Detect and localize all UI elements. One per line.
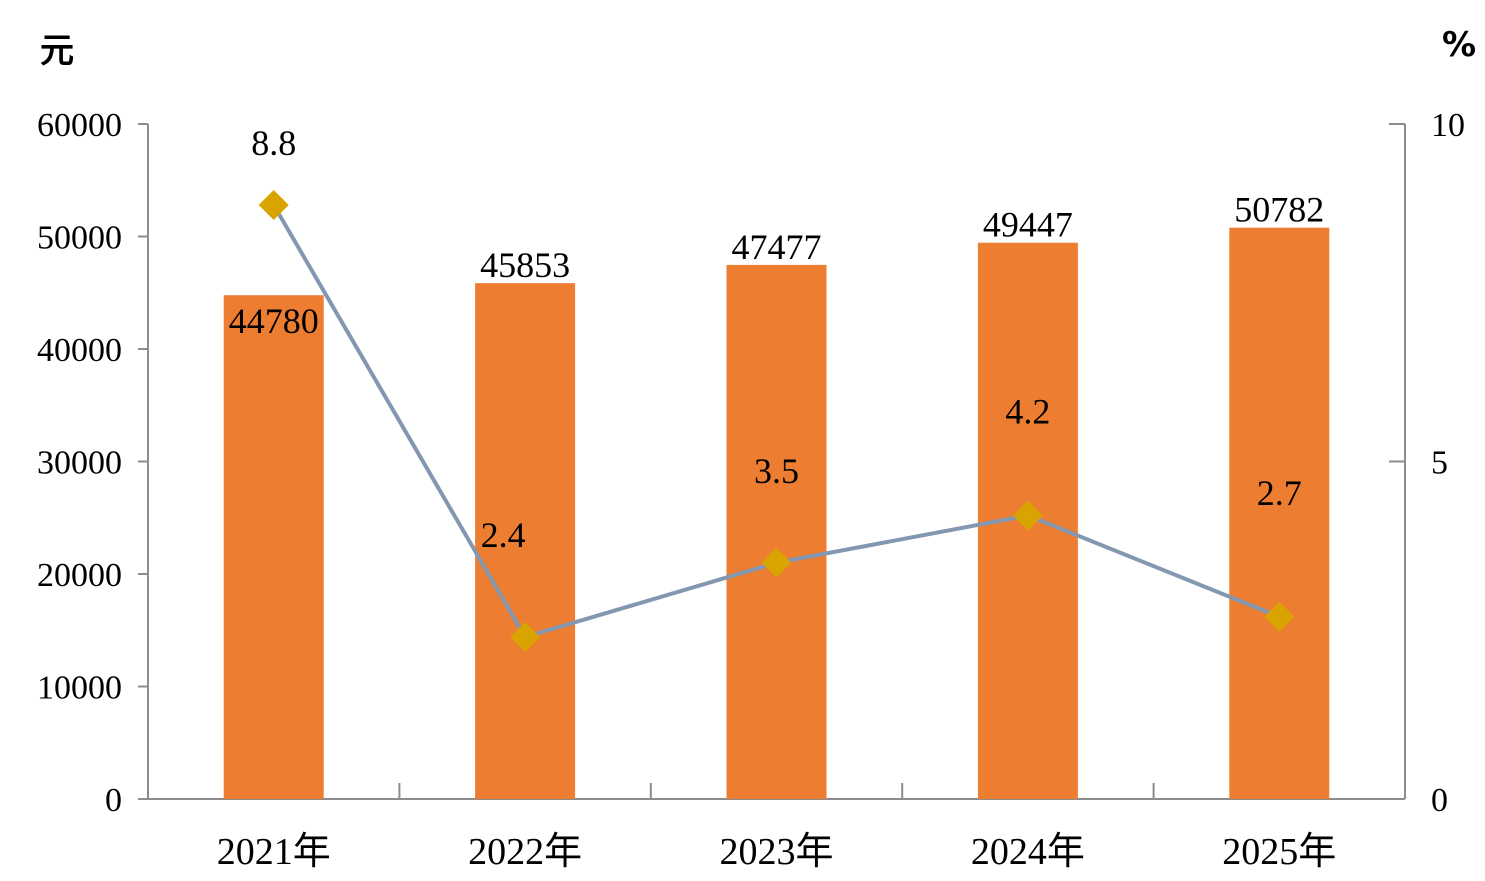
right-axis-tick-label: 0 xyxy=(1431,782,1448,819)
left-axis-unit: 元 xyxy=(40,31,74,71)
axes: 0 10000 20000 30000 40000 50000 60000 0 5 10 2021年… xyxy=(37,107,1465,873)
right-axis-unit: % xyxy=(1442,25,1476,65)
line-point-marker xyxy=(1264,601,1295,632)
line-point-marker xyxy=(1012,500,1043,531)
bar-value-label: 50782 xyxy=(1234,190,1324,230)
x-axis-category-label: 2024年 xyxy=(971,831,1085,873)
line-value-label: 2.4 xyxy=(481,515,526,555)
bar xyxy=(1229,227,1330,799)
bar-value-label: 45853 xyxy=(480,245,570,285)
line-series xyxy=(258,190,1295,652)
left-axis-tick-label: 50000 xyxy=(37,220,122,257)
bar-value-label: 44780 xyxy=(229,301,319,341)
bar-value-label: 47477 xyxy=(732,227,822,267)
line-value-label: 3.5 xyxy=(754,451,799,491)
bar xyxy=(223,295,324,799)
x-axis-category-label: 2025年 xyxy=(1222,831,1336,873)
left-axis-tick-label: 60000 xyxy=(37,107,122,144)
data-labels: 44780 45853 47477 49447 50782 8.8 2.4 3.5 4.2 2.7 xyxy=(229,123,1325,555)
x-axis-category-label: 2022年 xyxy=(468,831,582,873)
x-axis-category-label: 2021年 xyxy=(217,831,331,873)
x-axis-category-label: 2023年 xyxy=(719,831,833,873)
line-point-marker xyxy=(761,547,792,578)
left-axis-tick-label: 20000 xyxy=(37,557,122,594)
bar-series xyxy=(223,227,1330,799)
left-axis-tick-label: 10000 xyxy=(37,670,122,707)
left-axis-tick-label: 0 xyxy=(105,782,122,819)
line-point-marker xyxy=(510,622,541,652)
bar xyxy=(726,264,827,799)
line-point-marker xyxy=(258,190,289,220)
left-axis-tick-label: 40000 xyxy=(37,332,122,369)
line-value-label: 8.8 xyxy=(251,123,296,163)
left-axis-tick-label: 30000 xyxy=(37,445,122,482)
line-value-label: 2.7 xyxy=(1257,473,1302,513)
right-axis-tick-label: 10 xyxy=(1431,107,1465,144)
bar-value-label: 49447 xyxy=(983,205,1073,245)
bar xyxy=(475,283,576,799)
right-axis-tick-label: 5 xyxy=(1431,445,1448,482)
line-value-label: 4.2 xyxy=(1005,392,1050,432)
